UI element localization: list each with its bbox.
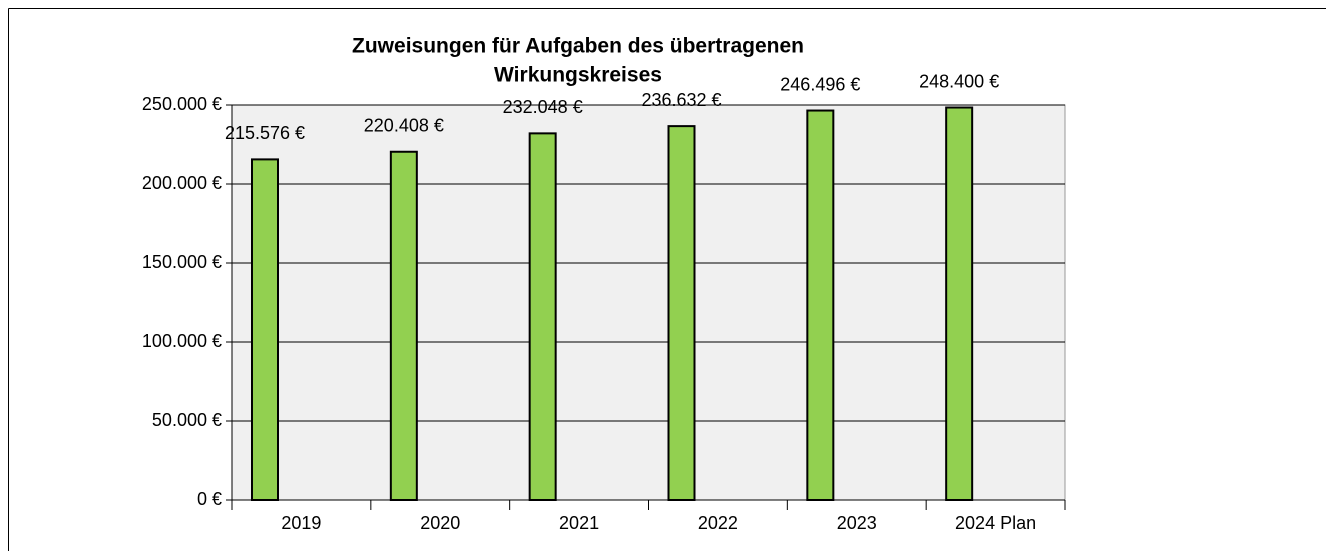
plot-area	[231, 104, 1066, 501]
y-tick-label: 250.000 €	[142, 94, 222, 114]
x-tick-label: 2023	[837, 513, 877, 533]
bar	[528, 132, 557, 501]
data-label: 220.408 €	[364, 116, 444, 136]
data-label: 248.400 €	[919, 71, 999, 91]
y-tick-label: 100.000 €	[142, 331, 222, 351]
y-tick-label: 150.000 €	[142, 252, 222, 272]
x-tick-label: 2021	[559, 513, 599, 533]
bar	[389, 150, 418, 501]
bar	[945, 106, 974, 501]
chart-title: Wirkungskreises	[494, 64, 662, 87]
x-tick-label: 2019	[281, 513, 321, 533]
bar	[251, 158, 279, 501]
x-tick-label: 2020	[420, 513, 460, 533]
data-label: 236.632 €	[641, 90, 721, 110]
y-tick-label: 0 €	[197, 489, 222, 509]
y-tick-label: 200.000 €	[142, 173, 222, 193]
chart-title: Zuweisungen für Aufgaben des übertragene…	[352, 35, 804, 58]
data-label: 215.576 €	[225, 123, 305, 143]
y-tick-label: 50.000 €	[152, 410, 222, 430]
bar	[667, 125, 696, 502]
data-label: 246.496 €	[780, 74, 860, 94]
bar	[806, 109, 835, 502]
x-tick-label: 2024 Plan	[955, 513, 1036, 533]
x-tick-label: 2022	[698, 513, 738, 533]
data-label: 232.048 €	[503, 97, 583, 117]
